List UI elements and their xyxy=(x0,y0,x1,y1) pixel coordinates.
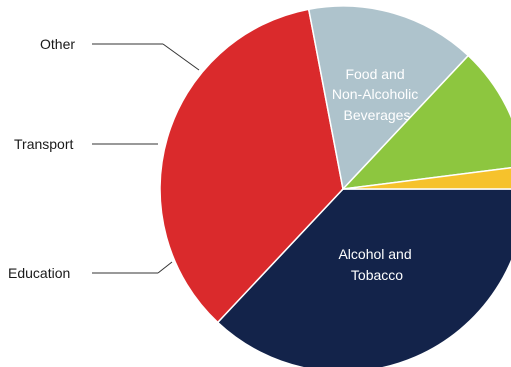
leader-line-education-diag xyxy=(157,261,173,274)
pie-slice-other xyxy=(342,167,511,190)
pie-slices xyxy=(159,5,511,367)
label-education: Education xyxy=(8,265,70,281)
label-food: Food and Non-Alcoholic Beverages xyxy=(332,66,422,123)
label-alcohol-line-2: Tobacco xyxy=(351,267,403,283)
pie-slice-transport xyxy=(341,54,511,191)
label-food-line-2: Non-Alcoholic xyxy=(332,86,418,102)
pie-slice-education xyxy=(307,5,470,191)
leader-line-other-diag xyxy=(162,43,200,71)
pie-slice-alcohol-and-tobacco xyxy=(159,8,344,324)
pie-slice-food-and-non-alcoholic-beverages xyxy=(216,188,511,367)
label-other: Other xyxy=(40,36,75,52)
label-alcohol-line-1: Alcohol and xyxy=(338,246,411,262)
label-transport: Transport xyxy=(14,136,74,152)
label-alcohol: Alcohol and Tobacco xyxy=(338,246,415,283)
leader-lines xyxy=(92,43,200,274)
label-food-line-1: Food and xyxy=(345,66,404,82)
label-food-line-3: Beverages xyxy=(344,107,411,123)
